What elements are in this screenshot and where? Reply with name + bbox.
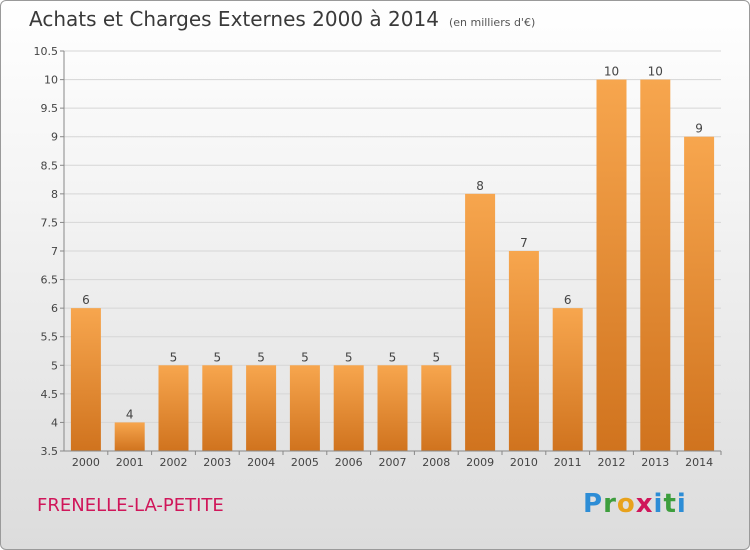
x-tick-label: 2010 <box>510 456 538 469</box>
x-tick-label: 2003 <box>203 456 231 469</box>
y-tick-label: 10.5 <box>34 45 59 58</box>
x-tick-label: 2009 <box>466 456 494 469</box>
axes <box>60 50 722 455</box>
bar-2002 <box>158 365 189 451</box>
chart-title: Achats et Charges Externes 2000 à 2014 (e… <box>29 7 535 31</box>
bar-2014 <box>684 136 715 451</box>
bar-value-label: 4 <box>126 407 134 421</box>
bar-2005 <box>289 365 320 451</box>
bar-2013 <box>640 79 671 452</box>
bar-value-label: 5 <box>213 350 221 364</box>
bar-2001 <box>114 422 145 451</box>
x-tick-label: 2014 <box>685 456 713 469</box>
x-tick-label: 2001 <box>116 456 144 469</box>
y-tick-label: 9.5 <box>41 102 59 115</box>
bars <box>70 79 715 452</box>
bar-value-label: 6 <box>82 293 90 307</box>
x-tick-label: 2008 <box>422 456 450 469</box>
chart-unit: (en milliers d'€) <box>448 16 536 29</box>
bar-value-label: 6 <box>564 293 572 307</box>
bar-2003 <box>202 365 233 451</box>
bar-2011 <box>552 308 583 451</box>
x-tick-label: 2000 <box>72 456 100 469</box>
bar-value-label: 10 <box>604 65 619 79</box>
y-tick-label: 6 <box>51 302 58 315</box>
bar-2010 <box>508 251 539 451</box>
y-tick-label: 4 <box>51 416 58 429</box>
bar-value-label: 5 <box>170 350 178 364</box>
y-tick-label: 4.5 <box>41 388 59 401</box>
bar-2000 <box>70 308 101 451</box>
bar-2009 <box>465 193 496 451</box>
bar-value-label: 9 <box>695 122 703 136</box>
proxiti-logo: Proxiti <box>583 489 687 519</box>
bar-2007 <box>377 365 408 451</box>
x-tick-label: 2012 <box>598 456 626 469</box>
y-tick-label: 9 <box>51 131 58 144</box>
y-tick-label: 5 <box>51 359 58 372</box>
bar-2004 <box>246 365 277 451</box>
y-tick-label: 5.5 <box>41 331 59 344</box>
y-tick-label: 7 <box>51 245 58 258</box>
bar-value-label: 5 <box>432 350 440 364</box>
chart-title-text: Achats et Charges Externes 2000 à 2014 <box>29 7 439 31</box>
y-tick-label: 10 <box>44 74 58 87</box>
bar-value-label: 7 <box>520 236 528 250</box>
bar-value-label: 5 <box>345 350 353 364</box>
bar-value-label: 8 <box>476 179 484 193</box>
y-tick-label: 3.5 <box>41 445 59 458</box>
x-tick-label: 2007 <box>379 456 407 469</box>
bar-value-label: 5 <box>301 350 309 364</box>
x-tick-label: 2002 <box>160 456 188 469</box>
y-tick-label: 8.5 <box>41 159 59 172</box>
commune-name: FRENELLE-LA-PETITE <box>37 495 224 516</box>
bar-value-label: 10 <box>648 65 663 79</box>
bar-2006 <box>333 365 364 451</box>
x-tick-label: 2013 <box>641 456 669 469</box>
y-tick-label: 8 <box>51 188 58 201</box>
labels: 3.5 4 4.5 5 5.5 6 6.5 7 7.5 8 8.5 9 9.5 10 10.5 6 2000 4 2… <box>34 45 714 469</box>
y-tick-label: 7.5 <box>41 216 59 229</box>
bar-2012 <box>596 79 627 452</box>
x-tick-label: 2006 <box>335 456 363 469</box>
bar-value-label: 5 <box>257 350 265 364</box>
bar-2008 <box>421 365 452 451</box>
x-tick-label: 2004 <box>247 456 275 469</box>
x-tick-label: 2005 <box>291 456 319 469</box>
x-tick-label: 2011 <box>554 456 582 469</box>
y-tick-label: 6.5 <box>41 274 59 287</box>
bar-value-label: 5 <box>389 350 397 364</box>
